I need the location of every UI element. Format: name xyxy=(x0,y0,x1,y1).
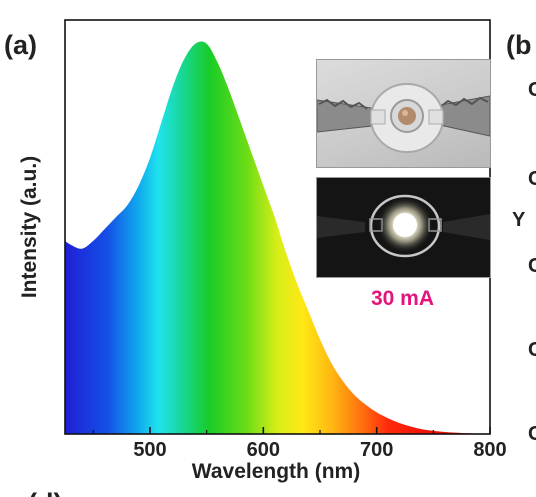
inset-photo-led-off xyxy=(316,59,491,168)
panel-b-fragment-4: C xyxy=(528,255,536,277)
x-axis-ticks: 500 600 700 800 xyxy=(92,427,507,461)
panel-b-fragment-2: C xyxy=(528,168,536,190)
spectrum-area xyxy=(65,41,490,435)
inset-caption-current: 30 mA xyxy=(370,287,435,310)
inset-photo-led-on xyxy=(316,177,491,278)
x-axis-title: Wavelength (nm) xyxy=(192,460,360,483)
x-tick-label: 800 xyxy=(473,439,506,461)
panel-b-fragment-5: C xyxy=(528,339,536,361)
y-axis-title: Intensity (a.u.) xyxy=(18,156,41,298)
led-device-off-image xyxy=(317,83,490,153)
panel-label-d: (d) xyxy=(28,488,62,497)
panel-b-fragment-1: C xyxy=(528,79,536,101)
x-tick-label: 700 xyxy=(360,439,393,461)
led-device-on-image xyxy=(317,178,490,277)
panel-label-a: (a) xyxy=(4,30,37,60)
x-tick-label: 600 xyxy=(247,439,280,461)
panel-b-fragment-6: C xyxy=(528,423,536,445)
spectrum-plot xyxy=(65,41,490,435)
panel-b-fragment-3: Y xyxy=(512,209,526,231)
x-tick-label: 500 xyxy=(133,439,166,461)
panel-label-b: (b xyxy=(506,30,531,60)
